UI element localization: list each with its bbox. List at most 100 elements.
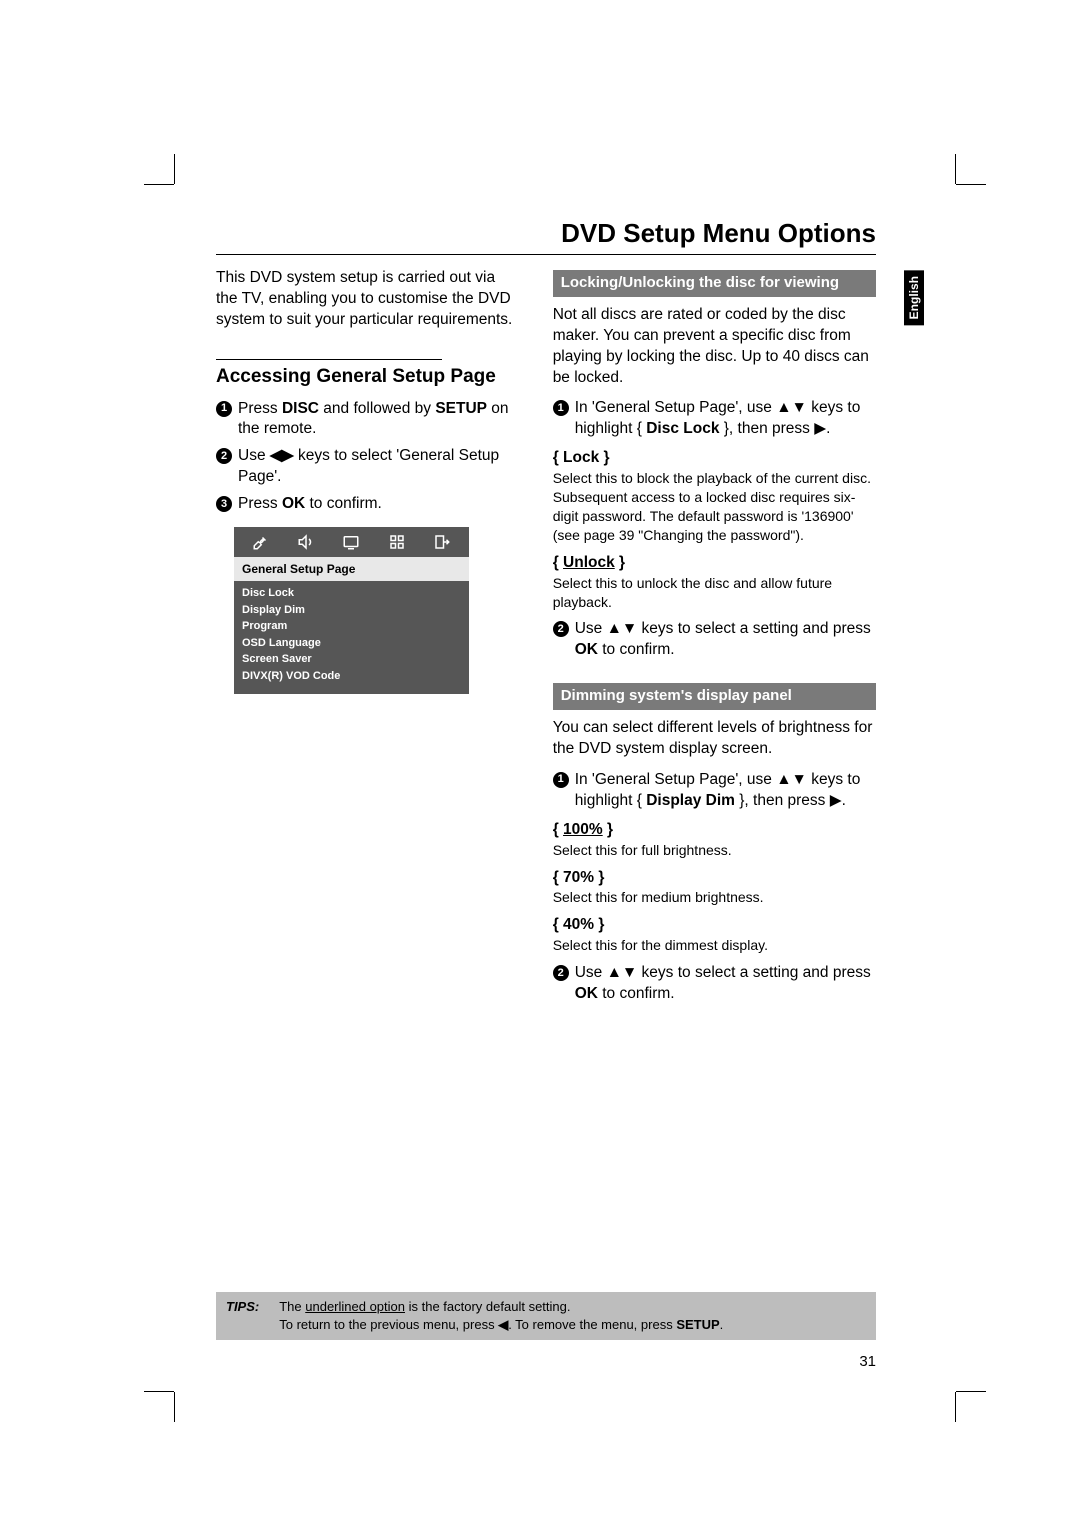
locking-step-2-body: Use ▲▼ keys to select a setting and pres… [575,619,876,661]
menu-item: Program [242,618,461,635]
menu-item: OSD Language [242,635,461,652]
wrench-icon [250,533,272,551]
text: { [553,554,563,571]
text: } [615,554,625,571]
option-lock-label: { Lock } [553,448,876,469]
section-rule [216,359,442,360]
text: SETUP [676,1317,719,1332]
step-badge-3: 3 [216,496,232,512]
step-badge-1: 1 [553,772,569,788]
text: OK [575,985,598,1002]
menu-screenshot: General Setup Page Disc Lock Display Dim… [234,527,469,694]
text: } [603,821,613,838]
menu-item: Disc Lock [242,585,461,602]
section-title-accessing: Accessing General Setup Page [216,366,517,389]
exit-icon [431,533,453,551]
text: Press [238,400,282,417]
arrow-icon: ▲▼ [776,399,807,416]
text: Use [238,447,270,464]
option-40-label: { 40% } [553,915,876,936]
option-100-label: { 100% } [553,820,876,841]
step-badge-2: 2 [216,448,232,464]
text: underlined option [305,1299,405,1314]
text: Use [575,964,607,981]
menu-header: General Setup Page [234,557,469,581]
crop-mark [144,184,174,185]
tips-label: TIPS: [226,1298,259,1334]
text: }, then press ▶. [735,792,846,809]
text: }, then press ▶. [719,420,830,437]
text: Disc Lock [646,420,719,437]
step-2-body: Use ◀▶ keys to select 'General Setup Pag… [238,446,517,488]
menu-item: DIVX(R) VOD Code [242,668,461,685]
dimming-step-2: 2 Use ▲▼ keys to select a setting and pr… [553,963,876,1005]
crop-mark [955,154,956,184]
page-number: 31 [859,1353,876,1370]
text: Display Dim [646,792,735,809]
menu-item: Display Dim [242,602,461,619]
crop-mark [956,1391,986,1392]
step-2: 2 Use ◀▶ keys to select 'General Setup P… [216,446,517,488]
text: The [279,1299,305,1314]
text: . To remove the menu, press [508,1317,676,1332]
text: keys to select a setting and press [637,620,870,637]
crop-mark [955,1392,956,1422]
text: and followed by [319,400,435,417]
arrow-icon: ▲▼ [776,771,807,788]
crop-mark [144,1391,174,1392]
option-unlock-desc: Select this to unlock the disc and allow… [553,574,876,612]
text: to confirm. [305,495,382,512]
dimming-step-1-body: In 'General Setup Page', use ▲▼ keys to … [575,770,876,812]
menu-icon-row [234,527,469,557]
crop-mark [174,154,175,184]
step-3: 3 Press OK to confirm. [216,494,517,515]
locking-step-2: 2 Use ▲▼ keys to select a setting and pr… [553,619,876,661]
step-3-body: Press OK to confirm. [238,494,517,515]
step-badge-2: 2 [553,621,569,637]
text: 100% [563,821,603,838]
option-70-desc: Select this for medium brightness. [553,888,876,907]
menu-item: Screen Saver [242,651,461,668]
left-column: This DVD system setup is carried out via… [216,268,517,1011]
dimming-intro: You can select different levels of brigh… [553,718,876,760]
dimming-step-2-body: Use ▲▼ keys to select a setting and pres… [575,963,876,1005]
text: Press [238,495,282,512]
text: Use [575,620,607,637]
text: Unlock [563,554,615,571]
title-rule [216,254,876,255]
text: To return to the previous menu, press [279,1317,498,1332]
arrow-icon: ▲▼ [607,620,638,637]
crop-mark [956,184,986,185]
text: is the factory default setting. [405,1299,570,1314]
arrow-icon: ▲▼ [607,964,638,981]
text: In 'General Setup Page', use [575,771,777,788]
text: OK [575,641,598,658]
text: to confirm. [598,985,675,1002]
subheader-locking: Locking/Unlocking the disc for viewing [553,270,876,297]
option-unlock-label: { Unlock } [553,553,876,574]
tips-bar: TIPS: The underlined option is the facto… [216,1292,876,1340]
option-40-desc: Select this for the dimmest display. [553,936,876,955]
tv-icon [340,533,362,551]
option-100-desc: Select this for full brightness. [553,841,876,860]
speaker-icon [295,533,317,551]
tips-body: The underlined option is the factory def… [279,1298,866,1334]
text: { [553,821,563,838]
text: SETUP [435,400,487,417]
text: keys to select a setting and press [637,964,870,981]
step-badge-1: 1 [216,401,232,417]
option-70-label: { 70% } [553,868,876,889]
content-area: This DVD system setup is carried out via… [216,268,876,1011]
locking-step-1-body: In 'General Setup Page', use ▲▼ keys to … [575,398,876,440]
text: In 'General Setup Page', use [575,399,777,416]
page-title: DVD Setup Menu Options [561,218,876,249]
text: to confirm. [598,641,675,658]
dimming-step-1: 1 In 'General Setup Page', use ▲▼ keys t… [553,770,876,812]
intro-text: This DVD system setup is carried out via… [216,268,517,331]
text: DISC [282,400,319,417]
arrow-icon: ◀▶ [270,447,294,464]
step-1-body: Press DISC and followed by SETUP on the … [238,399,517,441]
grid-icon [386,533,408,551]
step-badge-1: 1 [553,400,569,416]
locking-step-1: 1 In 'General Setup Page', use ▲▼ keys t… [553,398,876,440]
